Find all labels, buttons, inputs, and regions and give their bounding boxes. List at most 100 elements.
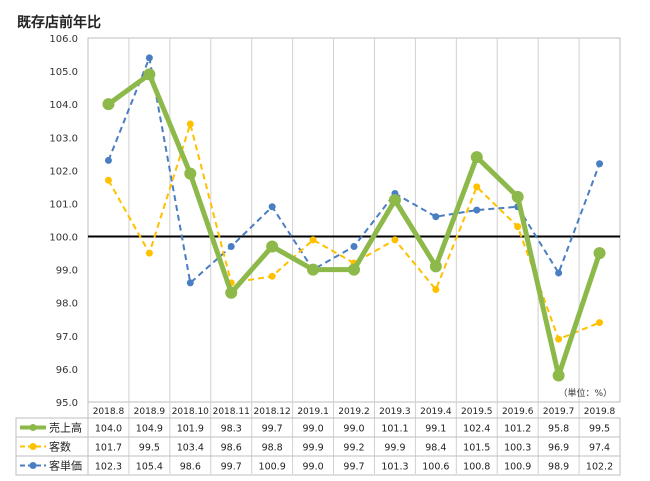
data-point-客数 <box>473 183 481 191</box>
data-point-売上高 <box>184 167 197 180</box>
data-point-客数 <box>104 176 112 184</box>
table-cell: 99.7 <box>221 462 242 473</box>
table-cell: 100.6 <box>422 462 449 473</box>
data-point-客単価 <box>268 203 276 211</box>
data-point-客数 <box>268 272 276 280</box>
table-cell: 99.9 <box>384 443 405 454</box>
table-cell: 99.7 <box>262 424 283 435</box>
data-point-客数 <box>186 120 194 128</box>
data-point-客数 <box>145 249 153 257</box>
table-cell: 100.9 <box>259 462 286 473</box>
plot-area <box>87 37 621 403</box>
data-point-客数 <box>514 223 522 231</box>
x-tick-label: 2018.9 <box>134 407 166 417</box>
table-cell: 100.3 <box>504 443 531 454</box>
table-cell: 99.9 <box>302 443 323 454</box>
table-cell: 99.2 <box>343 443 364 454</box>
table-cell: 101.1 <box>381 424 408 435</box>
x-tick-label: 2019.6 <box>502 407 534 417</box>
x-tick-label: 2019.5 <box>461 407 493 417</box>
data-point-売上高 <box>552 369 565 382</box>
y-tick-label: 97.0 <box>56 332 78 343</box>
data-point-売上高 <box>307 263 320 276</box>
data-point-売上高 <box>593 247 606 260</box>
x-tick-label: 2019.8 <box>584 407 616 417</box>
data-point-客数 <box>596 319 604 327</box>
table-cell: 101.5 <box>463 443 490 454</box>
data-point-客単価 <box>350 242 358 250</box>
y-tick-label: 100.0 <box>49 233 78 244</box>
table-cell: 102.2 <box>586 462 613 473</box>
y-tick-label: 99.0 <box>56 266 78 277</box>
table-cell: 104.9 <box>136 424 163 435</box>
legend-marker-客単価 <box>29 462 37 469</box>
data-point-客単価 <box>145 54 153 62</box>
x-tick-label: 2019.3 <box>379 407 411 417</box>
y-tick-label: 95.0 <box>56 398 78 409</box>
data-point-客数 <box>432 285 440 293</box>
x-tick-label: 2019.2 <box>338 407 370 417</box>
table-cell: 100.9 <box>504 462 531 473</box>
y-tick-label: 106.0 <box>49 34 78 45</box>
table-cell: 104.0 <box>95 424 122 435</box>
table-cell: 100.8 <box>463 462 490 473</box>
table-cell: 98.6 <box>180 462 201 473</box>
y-tick-label: 105.0 <box>49 67 78 78</box>
data-point-客単価 <box>227 242 235 250</box>
data-point-売上高 <box>225 286 238 299</box>
y-tick-label: 101.0 <box>49 199 78 210</box>
data-point-客単価 <box>555 269 563 277</box>
chart-title: 既存店前年比 <box>17 15 101 31</box>
x-tick-label: 2018.8 <box>93 407 125 417</box>
data-point-客単価 <box>104 156 112 164</box>
y-tick-label: 103.0 <box>49 133 78 144</box>
table-cell: 97.4 <box>589 443 610 454</box>
x-tick-label: 2018.10 <box>172 407 209 417</box>
data-point-売上高 <box>102 98 115 111</box>
data-point-客単価 <box>596 160 604 168</box>
table-cell: 101.7 <box>95 443 122 454</box>
table-cell: 105.4 <box>136 462 163 473</box>
table-cell: 99.5 <box>589 424 610 435</box>
data-point-売上高 <box>388 194 401 207</box>
table-cell: 99.0 <box>302 462 323 473</box>
data-point-客単価 <box>432 213 440 221</box>
table-cell: 98.9 <box>548 462 569 473</box>
table-cell: 102.3 <box>95 462 122 473</box>
data-point-売上高 <box>511 190 524 203</box>
table-cell: 101.9 <box>177 424 204 435</box>
data-point-売上高 <box>266 240 279 253</box>
legend-marker-売上高 <box>29 424 37 431</box>
table-cell: 99.1 <box>425 424 446 435</box>
table-cell: 101.3 <box>381 462 408 473</box>
y-tick-label: 98.0 <box>56 299 78 310</box>
legend-label: 客数 <box>49 440 71 454</box>
table-cell: 98.4 <box>425 443 446 454</box>
data-point-売上高 <box>470 151 483 164</box>
legend-label: 客単価 <box>49 459 82 473</box>
table-cell: 99.0 <box>302 424 323 435</box>
y-tick-label: 104.0 <box>49 100 78 111</box>
unit-label: （単位：%） <box>558 387 612 399</box>
x-tick-label: 2019.1 <box>297 407 329 417</box>
x-tick-label: 2019.7 <box>543 407 575 417</box>
x-tick-label: 2018.11 <box>213 407 250 417</box>
data-point-客単価 <box>473 206 481 214</box>
data-point-客数 <box>391 236 399 244</box>
table-cell: 96.9 <box>548 443 569 454</box>
table-cell: 101.2 <box>504 424 531 435</box>
data-point-客数 <box>309 236 317 244</box>
legend-marker-客数 <box>29 443 37 450</box>
table-cell: 99.7 <box>343 462 364 473</box>
data-point-客単価 <box>186 279 194 287</box>
table-cell: 98.6 <box>221 443 242 454</box>
table-cell: 99.0 <box>343 424 364 435</box>
legend-label: 売上高 <box>49 421 82 435</box>
table-cell: 98.3 <box>221 424 242 435</box>
data-point-客数 <box>555 335 563 343</box>
table-cell: 103.4 <box>177 443 204 454</box>
y-tick-label: 102.0 <box>49 166 78 177</box>
data-point-売上高 <box>348 263 360 276</box>
